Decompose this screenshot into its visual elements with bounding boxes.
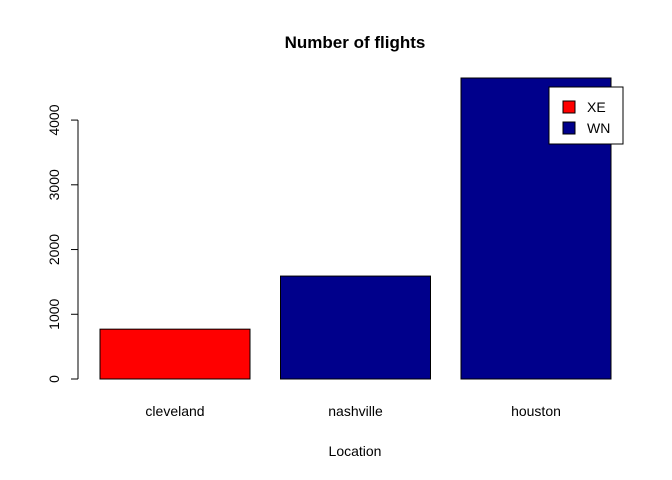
legend-label: WN — [587, 120, 610, 136]
legend-box — [548, 86, 624, 145]
x-axis-label: Location — [329, 443, 382, 459]
legend: XE WN — [548, 86, 624, 145]
legend-swatch-wn — [562, 121, 576, 135]
category-label: cleveland — [145, 403, 204, 419]
y-tick-label: 2000 — [46, 234, 62, 265]
legend-swatch-xe — [562, 100, 576, 114]
bar-nashville — [280, 275, 431, 380]
y-tick-label: 3000 — [46, 169, 62, 200]
legend-label: XE — [587, 99, 606, 115]
category-label: nashville — [328, 403, 383, 419]
bar-cleveland — [99, 328, 251, 380]
y-tick-label: 1000 — [46, 298, 62, 329]
category-labels: cleveland nashville houston — [145, 403, 560, 419]
chart-title: Number of flights — [285, 33, 426, 52]
y-tick-label: 4000 — [46, 104, 62, 135]
category-label: houston — [511, 403, 561, 419]
y-axis: 0 1000 2000 3000 4000 — [46, 104, 79, 383]
bars — [99, 77, 612, 380]
y-tick-label: 0 — [46, 375, 62, 383]
